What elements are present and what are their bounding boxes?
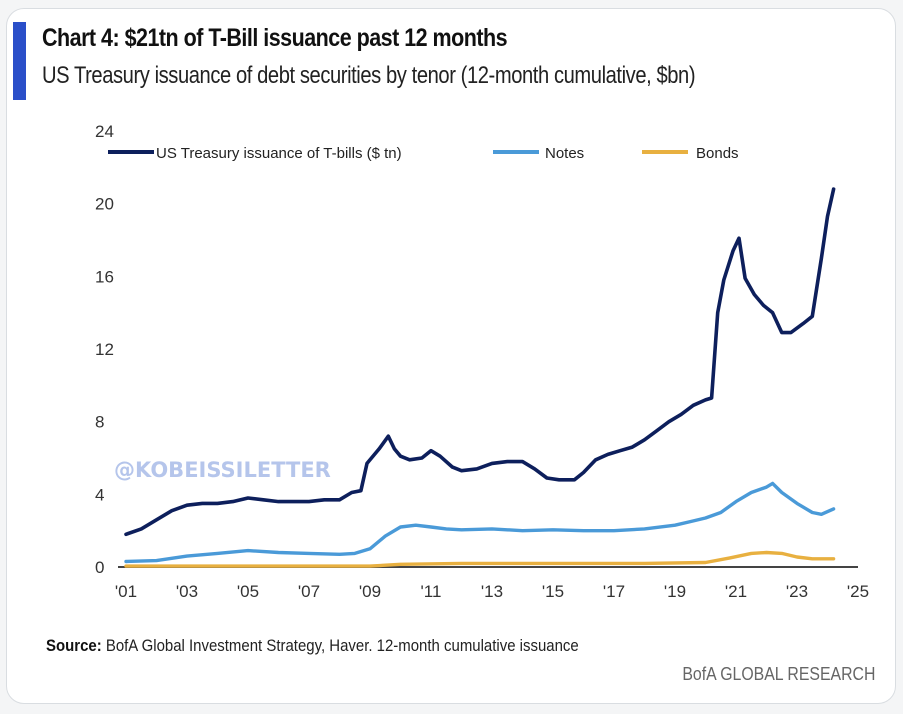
x-tick-label: '07 (298, 582, 320, 601)
y-tick-label: 12 (95, 340, 114, 359)
x-tick-label: '03 (176, 582, 198, 601)
source-text: BofA Global Investment Strategy, Haver. … (101, 636, 579, 655)
series-line-notes (124, 481, 836, 564)
y-tick-label: 24 (95, 122, 114, 141)
series-line-bonds (124, 550, 836, 568)
source-label: Source: (46, 636, 102, 655)
y-tick-label: 0 (95, 558, 104, 577)
series-line-tbills (124, 187, 836, 537)
x-tick-label: '23 (786, 582, 808, 601)
y-tick-label: 4 (95, 485, 104, 504)
y-axis-ticks: 0 4 8 12 16 20 24 (95, 122, 114, 577)
x-tick-label: '09 (359, 582, 381, 601)
x-tick-label: '17 (603, 582, 625, 601)
x-tick-label: '11 (421, 582, 442, 601)
series-group (124, 187, 836, 568)
chart-title: Chart 4: $21tn of T-Bill issuance past 1… (42, 24, 508, 52)
chart-subtitle: US Treasury issuance of debt securities … (42, 62, 696, 89)
x-tick-label: '05 (237, 582, 259, 601)
legend-label-tbills: US Treasury issuance of T-bills ($ tn) (156, 145, 402, 162)
x-tick-label: '13 (481, 582, 503, 601)
accent-bar (13, 22, 26, 100)
x-tick-label: '21 (725, 582, 747, 601)
legend-label-bonds: Bonds (696, 145, 739, 162)
y-tick-label: 20 (95, 195, 114, 214)
x-tick-label: '19 (664, 582, 686, 601)
x-tick-label: '25 (847, 582, 869, 601)
legend-label-notes: Notes (545, 145, 584, 162)
source-note: Source: BofA Global Investment Strategy,… (46, 636, 579, 656)
chart-card (6, 8, 896, 704)
legend: US Treasury issuance of T-bills ($ tn) No… (108, 145, 739, 162)
x-tick-label: '15 (542, 582, 564, 601)
y-tick-label: 8 (95, 413, 104, 432)
watermark: @KOBEISSILETTER (114, 458, 331, 482)
x-tick-label: '01 (115, 582, 137, 601)
brand-label: BofA GLOBAL RESEARCH (681, 664, 875, 684)
y-tick-label: 16 (95, 267, 114, 286)
x-axis-ticks: '01 '03 '05 '07 '09 '11 '13 '15 '17 '19 '21 '23 '25 (115, 582, 869, 601)
